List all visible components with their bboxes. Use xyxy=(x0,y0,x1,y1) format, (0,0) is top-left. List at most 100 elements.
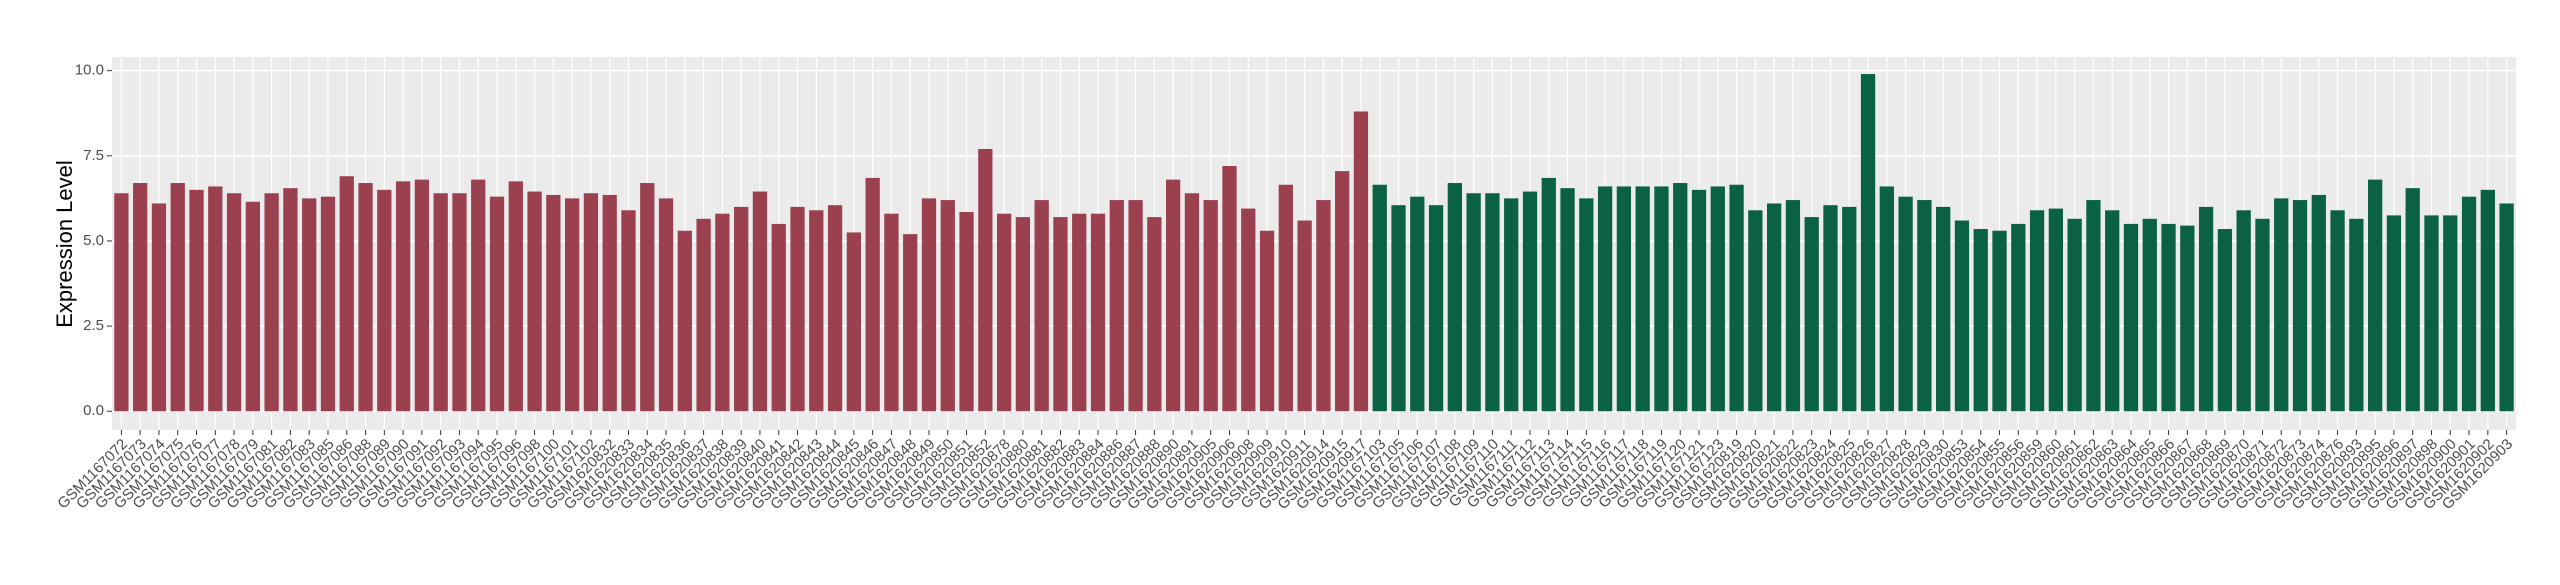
bar xyxy=(1297,220,1312,412)
bar xyxy=(640,183,655,412)
bar xyxy=(1673,183,1688,412)
bar xyxy=(602,194,617,412)
bar xyxy=(2255,218,2270,412)
bar xyxy=(471,179,486,412)
bar xyxy=(790,206,805,412)
bar xyxy=(114,193,129,412)
bar xyxy=(959,211,974,412)
bar xyxy=(1128,200,1143,412)
bar xyxy=(1954,220,1970,412)
bar xyxy=(302,198,317,412)
bar xyxy=(1109,200,1124,412)
bar xyxy=(1541,177,1556,412)
bar xyxy=(1898,196,1913,412)
bar xyxy=(621,210,636,412)
bar xyxy=(2480,189,2495,412)
bar xyxy=(1804,217,1819,412)
bar xyxy=(414,179,430,412)
bar xyxy=(2311,194,2326,412)
bar xyxy=(1748,210,1763,412)
bar xyxy=(358,183,373,412)
bar xyxy=(1579,198,1594,412)
bar xyxy=(2405,188,2420,412)
y-tick-label: 5.0 xyxy=(83,232,104,249)
bar xyxy=(151,203,167,412)
y-tick-label: 10.0 xyxy=(75,62,104,79)
bar xyxy=(1015,217,1031,412)
bar xyxy=(1447,183,1462,412)
bar xyxy=(1222,166,1237,412)
bar xyxy=(1654,186,1669,412)
bar xyxy=(715,213,730,412)
bar xyxy=(1428,205,1444,412)
bar xyxy=(2067,218,2082,412)
bar xyxy=(940,200,955,412)
y-tick-label: 0.0 xyxy=(83,402,104,419)
bar xyxy=(1090,213,1106,412)
bar xyxy=(2386,215,2402,412)
bar xyxy=(2180,225,2195,412)
bar xyxy=(1823,205,1838,412)
bar xyxy=(1166,179,1181,412)
bar xyxy=(508,181,523,412)
bar xyxy=(1335,171,1350,412)
bar xyxy=(2368,179,2383,412)
bar xyxy=(283,188,298,412)
bar xyxy=(865,177,880,412)
bar xyxy=(1785,200,1801,412)
bar xyxy=(884,213,899,412)
bar xyxy=(921,198,937,412)
bar xyxy=(2274,198,2289,412)
bar xyxy=(996,213,1012,412)
bar xyxy=(320,196,336,412)
y-axis-label: Expression Level xyxy=(52,160,77,328)
bar xyxy=(2499,203,2514,412)
bar xyxy=(1842,206,1857,412)
bar xyxy=(1917,200,1932,412)
bar xyxy=(2443,215,2458,412)
y-tick-label: 2.5 xyxy=(83,317,104,334)
bar xyxy=(827,205,843,412)
bar xyxy=(1729,184,1744,412)
bar xyxy=(189,189,204,412)
bar xyxy=(2048,208,2063,412)
bar xyxy=(1072,213,1087,412)
bar xyxy=(1767,203,1782,412)
bar xyxy=(658,198,674,412)
bar xyxy=(245,201,260,412)
bar xyxy=(734,206,749,412)
bar xyxy=(1241,208,1256,412)
bar xyxy=(1034,200,1049,412)
bar xyxy=(2292,200,2308,412)
bar xyxy=(170,183,185,412)
bar xyxy=(846,232,861,412)
bar xyxy=(133,183,148,412)
bar xyxy=(1635,186,1650,412)
bar xyxy=(752,191,768,412)
bar xyxy=(2011,223,2026,412)
bar xyxy=(903,234,918,412)
bar xyxy=(696,218,711,412)
bar xyxy=(583,193,599,412)
bar xyxy=(1278,184,1293,412)
y-tick-label: 7.5 xyxy=(83,147,104,164)
bar xyxy=(1184,193,1200,412)
bar xyxy=(1259,230,1275,412)
bar xyxy=(1597,186,1613,412)
bar xyxy=(2461,196,2477,412)
bar xyxy=(1879,186,1894,412)
bar xyxy=(1936,206,1951,412)
bar xyxy=(1860,74,1876,412)
bar xyxy=(1203,200,1218,412)
bar xyxy=(208,186,223,412)
bar xyxy=(452,193,467,412)
bar xyxy=(1466,193,1481,412)
bar xyxy=(226,193,242,412)
bar xyxy=(2236,210,2251,412)
bar xyxy=(1410,196,1425,412)
bar xyxy=(2029,210,2045,412)
bar xyxy=(2086,200,2101,412)
bar xyxy=(1316,200,1331,412)
